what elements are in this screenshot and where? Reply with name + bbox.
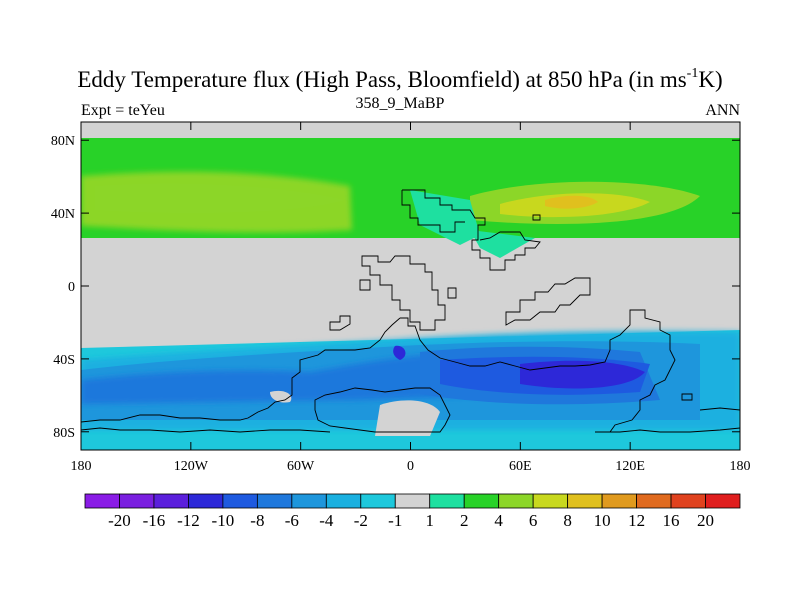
colorbar-swatch xyxy=(705,493,741,509)
x-tick-label: 180 xyxy=(71,459,92,474)
colorbar-swatch xyxy=(532,493,569,509)
colorbar-label: -1 xyxy=(388,511,402,530)
colorbar-swatch xyxy=(153,493,189,509)
x-tick-label: 60W xyxy=(287,459,315,474)
colorbar-label: 6 xyxy=(529,511,538,530)
colorbar-label: 12 xyxy=(628,511,645,530)
colorbar-label: 20 xyxy=(697,511,714,530)
colorbar-label: -10 xyxy=(212,511,235,530)
colorbar-swatch xyxy=(394,493,431,509)
x-tick-label: 120E xyxy=(615,459,645,474)
colorbar-swatch xyxy=(84,493,120,509)
colorbar-label: 8 xyxy=(563,511,572,530)
colorbar-label: -2 xyxy=(354,511,368,530)
colorbar-swatch xyxy=(360,493,396,509)
colorbar-swatch xyxy=(498,493,534,509)
colorbar-swatch xyxy=(670,493,706,509)
map-field xyxy=(81,122,740,450)
colorbar-swatch xyxy=(636,493,672,509)
colorbar-swatch xyxy=(601,493,637,509)
colorbar-swatch xyxy=(429,493,465,509)
x-tick-label: 60E xyxy=(509,459,532,474)
colorbar-swatch xyxy=(291,493,327,509)
colorbar-swatch xyxy=(256,493,293,509)
colorbar-label: -16 xyxy=(143,511,166,530)
y-tick-label: 80N xyxy=(51,134,75,149)
colorbar: -20 -16 -12 -10 -8 -6 -4 -2 -1 1 2 4 6 8 10 12 16 20 xyxy=(84,493,741,530)
colorbar-swatch xyxy=(222,493,258,509)
colorbar-swatch xyxy=(188,493,224,509)
map-title: Eddy Temperature flux (High Pass, Bloomf… xyxy=(77,66,723,92)
experiment-label: Expt = teYeu xyxy=(81,102,165,119)
x-tick-label: 120W xyxy=(174,459,209,474)
y-axis: 80N 40N 0 40S 80S xyxy=(51,134,740,441)
colorbar-swatch xyxy=(567,493,603,509)
colorbar-label: -12 xyxy=(177,511,200,530)
season-label: ANN xyxy=(705,102,740,119)
colorbar-label: -4 xyxy=(319,511,334,530)
y-tick-label: 80S xyxy=(53,426,75,441)
y-tick-label: 40S xyxy=(53,353,75,368)
x-tick-label: 180 xyxy=(730,459,751,474)
colorbar-swatch xyxy=(119,493,155,509)
colorbar-label: 1 xyxy=(425,511,434,530)
y-tick-label: 0 xyxy=(68,280,75,295)
north-storm-track xyxy=(81,138,740,258)
x-tick-label: 0 xyxy=(407,459,414,474)
colorbar-label: 2 xyxy=(460,511,469,530)
colorbar-swatch xyxy=(463,493,500,509)
colorbar-label: -20 xyxy=(108,511,131,530)
colorbar-label: 10 xyxy=(594,511,611,530)
y-tick-label: 40N xyxy=(51,207,75,222)
colorbar-label: 16 xyxy=(663,511,680,530)
run-label: 358_9_MaBP xyxy=(355,95,445,112)
colorbar-label: 4 xyxy=(494,511,503,530)
colorbar-label: -8 xyxy=(250,511,264,530)
south-storm-track xyxy=(81,330,740,450)
colorbar-label: -6 xyxy=(285,511,299,530)
colorbar-swatch xyxy=(325,493,362,509)
x-axis: 180 120W 60W 0 60E 120E 180 xyxy=(71,122,751,474)
coastlines xyxy=(81,189,740,433)
